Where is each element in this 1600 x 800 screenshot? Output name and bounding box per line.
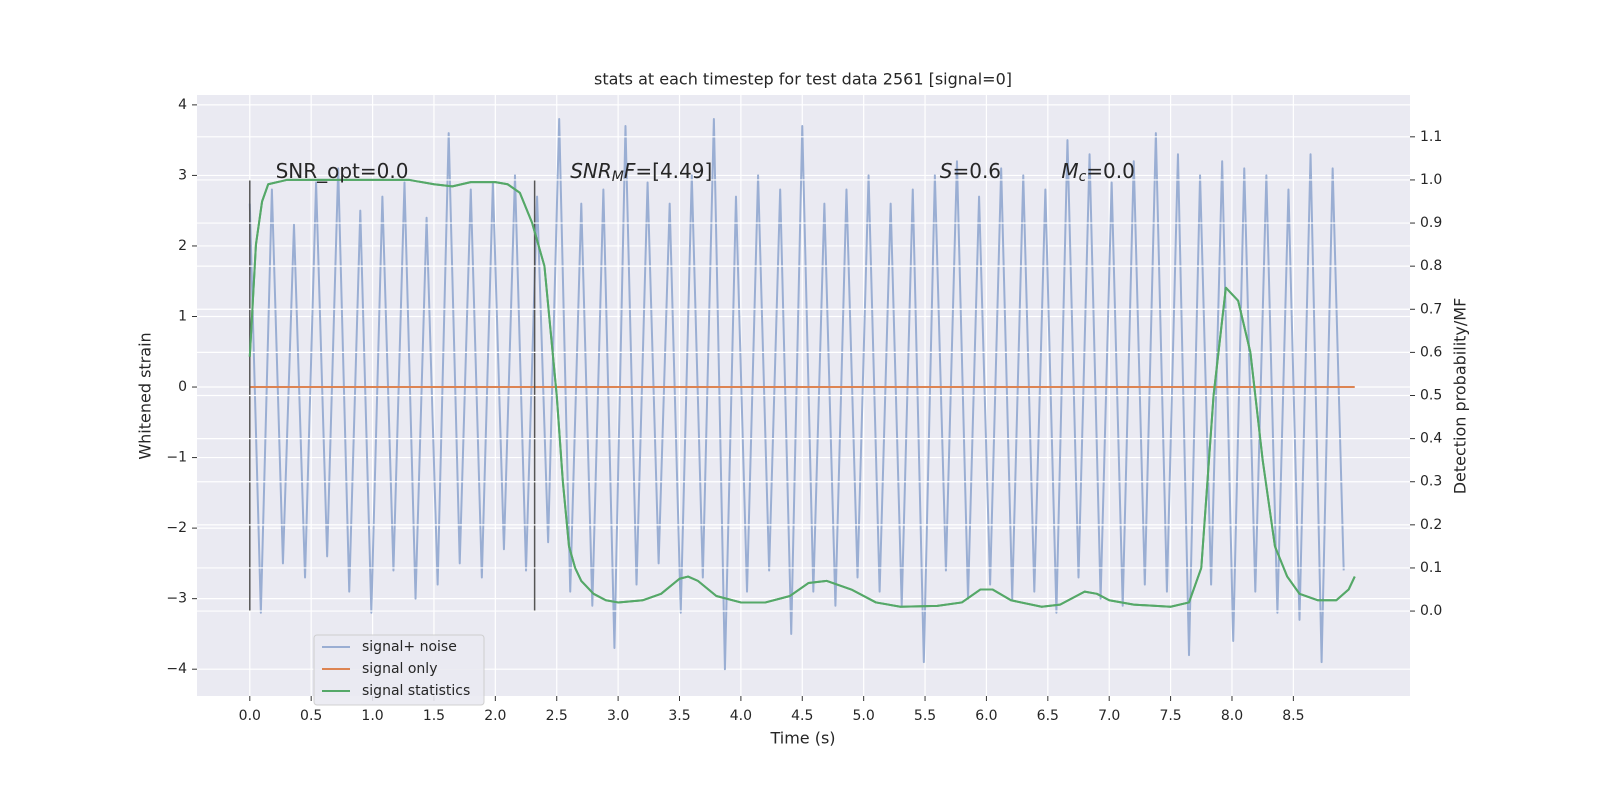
y-axis-label: Whitened strain	[136, 332, 155, 459]
y2-tick-label: 0.0	[1420, 603, 1442, 619]
y-tick-label: 1	[178, 308, 187, 324]
y2-tick-label: 0.9	[1420, 215, 1442, 231]
y2-tick-label: 1.0	[1420, 172, 1442, 188]
x-tick-label: 3.5	[668, 708, 690, 724]
annotation-part: S	[940, 158, 953, 182]
y2-tick-label: 0.6	[1420, 344, 1442, 360]
y2-tick-label: 0.8	[1420, 258, 1442, 274]
x-tick-label: 0.0	[239, 708, 261, 724]
x-tick-label: 1.5	[423, 708, 445, 724]
x-tick-label: 4.5	[791, 708, 813, 724]
annotation-part: M	[612, 169, 624, 185]
annotation-part: =0.0	[1086, 158, 1135, 182]
y2-axis-label: Detection probability/MF	[1451, 298, 1470, 495]
y2-tick-label: 0.4	[1420, 431, 1442, 447]
y2-tick-label: 1.1	[1420, 129, 1442, 145]
annotation: Mc=0.0	[1061, 158, 1135, 185]
y-tick-label: 4	[178, 97, 187, 113]
y-tick-label: 2	[178, 238, 187, 254]
x-tick-label: 7.0	[1098, 708, 1120, 724]
annotation: S=0.6	[940, 158, 1001, 182]
x-tick-label: 2.0	[484, 708, 506, 724]
series-line	[248, 117, 1345, 671]
y-tick-label: 0	[178, 379, 187, 395]
y2-tick-label: 0.3	[1420, 474, 1442, 490]
annotation-part: SNR_opt=0.0	[276, 158, 409, 182]
annotation: SNR_opt=0.0	[276, 158, 409, 182]
series-line	[248, 178, 1356, 608]
legend-label: signal+ noise	[362, 639, 457, 655]
x-tick-label: 7.5	[1159, 708, 1181, 724]
y2-tick-label: 0.1	[1420, 560, 1442, 576]
y-tick-label: −3	[166, 591, 187, 607]
x-tick-label: 5.5	[914, 708, 936, 724]
annotation-part: =0.6	[952, 158, 1001, 182]
x-tick-label: 6.0	[975, 708, 997, 724]
y2-tick-label: 0.2	[1420, 517, 1442, 533]
y2-tick-label: 0.7	[1420, 301, 1442, 317]
y-tick-label: −4	[166, 661, 187, 677]
x-tick-label: 8.0	[1221, 708, 1243, 724]
x-tick-label: 6.5	[1037, 708, 1059, 724]
annotation-part: c	[1079, 169, 1087, 185]
x-tick-label: 2.5	[546, 708, 568, 724]
y-tick-label: 3	[178, 167, 187, 183]
x-tick-label: 3.0	[607, 708, 629, 724]
x-tick-label: 5.0	[853, 708, 875, 724]
chart-title: stats at each timestep for test data 256…	[594, 70, 1012, 89]
y-tick-label: −2	[166, 520, 187, 536]
annotation-part: SNR	[570, 158, 612, 182]
x-axis-label: Time (s)	[769, 729, 835, 748]
annotation-part: M	[1061, 158, 1078, 182]
legend-label: signal statistics	[362, 683, 470, 699]
annotation: SNRMF=[4.49]	[570, 158, 712, 185]
x-tick-label: 4.0	[730, 708, 752, 724]
annotation-part: =[4.49]	[635, 158, 712, 182]
legend	[313, 634, 485, 706]
legend-label: signal only	[362, 661, 437, 677]
y-tick-label: −1	[166, 450, 187, 466]
x-tick-label: 0.5	[300, 708, 322, 724]
x-tick-label: 8.5	[1282, 708, 1304, 724]
annotation-part: F	[624, 158, 636, 182]
x-tick-label: 1.0	[361, 708, 383, 724]
y2-tick-label: 0.5	[1420, 388, 1442, 404]
